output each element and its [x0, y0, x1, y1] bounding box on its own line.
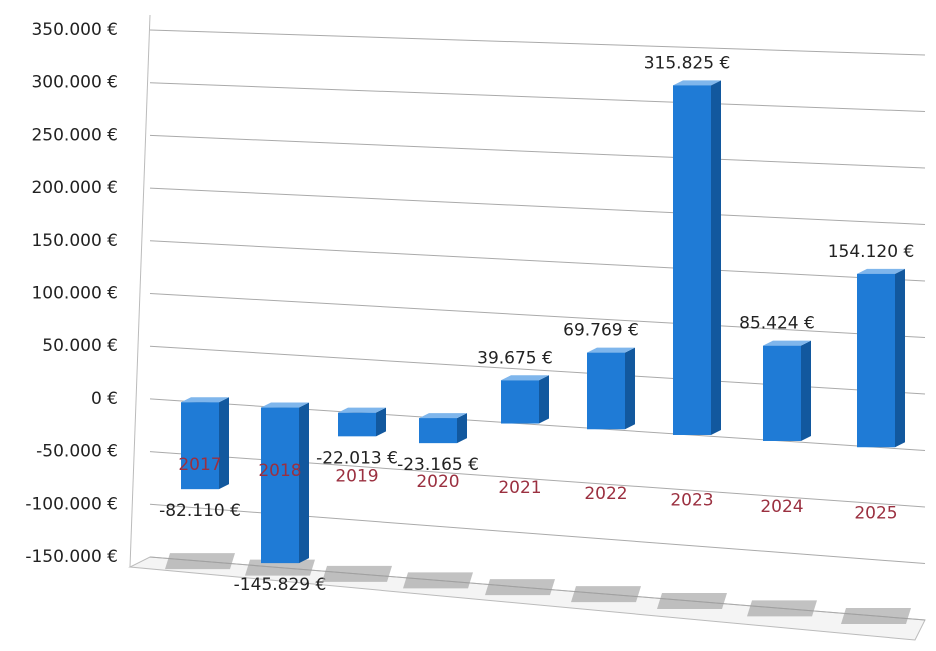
bar-top	[261, 402, 309, 408]
grid-line	[149, 29, 926, 56]
bar	[261, 407, 299, 564]
bar-side	[299, 402, 309, 564]
bar	[501, 380, 539, 424]
bar	[419, 418, 457, 444]
bar	[338, 412, 376, 437]
y-tick-label: 200.000 €	[31, 178, 118, 198]
floor-shadow	[747, 600, 817, 617]
axis-wall	[129, 14, 151, 568]
bar-side	[539, 375, 549, 424]
x-tick-label: 2022	[584, 484, 627, 504]
y-tick-label: -150.000 €	[25, 547, 118, 567]
bar	[763, 345, 801, 441]
bar	[181, 402, 219, 490]
y-tick-label: 250.000 €	[31, 125, 118, 145]
bar-top	[501, 375, 549, 381]
bar	[857, 273, 895, 448]
value-label: 315.825 €	[644, 53, 731, 73]
y-tick-label: 150.000 €	[31, 231, 118, 251]
bar-top	[587, 347, 635, 353]
y-tick-label: 0 €	[91, 389, 118, 409]
y-tick-label: -50.000 €	[36, 442, 118, 462]
x-tick-label: 2023	[670, 490, 713, 510]
y-tick-label: 50.000 €	[42, 336, 118, 356]
x-tick-label: 2024	[760, 497, 803, 517]
x-tick-label: 2025	[854, 503, 897, 523]
bar-top	[763, 340, 811, 346]
bar-side	[219, 397, 229, 490]
value-label: 39.675 €	[477, 348, 553, 368]
value-label: 85.424 €	[739, 314, 815, 334]
bar-side	[376, 407, 386, 437]
bar-side	[895, 268, 905, 448]
y-tick-label: 300.000 €	[31, 73, 118, 93]
bar-top	[673, 80, 721, 86]
bar	[587, 352, 625, 430]
floor-shadow	[841, 608, 911, 625]
floor-shadow	[245, 559, 315, 576]
floor-shadow	[657, 593, 727, 610]
grid-line	[149, 240, 926, 282]
floor-shadow	[403, 572, 473, 589]
grid-line	[149, 82, 926, 112]
y-tick-label: 350.000 €	[31, 20, 118, 40]
value-label: -82.110 €	[159, 501, 241, 521]
value-label: -145.829 €	[234, 575, 327, 595]
bar	[673, 85, 711, 435]
bar-top	[857, 268, 905, 274]
value-label: 154.120 €	[828, 242, 915, 262]
x-tick-label: 2018	[258, 461, 301, 481]
bar-top	[338, 407, 386, 413]
x-tick-label: 2020	[416, 472, 459, 492]
grid-line	[149, 134, 926, 169]
grid-line	[149, 187, 926, 225]
x-tick-label: 2017	[178, 455, 221, 475]
y-tick-label: -100.000 €	[25, 494, 118, 514]
floor-shadow	[485, 579, 555, 596]
value-label: -23.165 €	[397, 455, 479, 475]
bar-top	[181, 397, 229, 403]
floor-shadow	[322, 565, 392, 582]
floor-shadow	[571, 586, 641, 603]
x-tick-label: 2019	[335, 466, 378, 486]
y-tick-label: 100.000 €	[31, 284, 118, 304]
x-tick-label: 2021	[498, 478, 541, 498]
bar-side	[801, 340, 811, 441]
bar-top	[419, 413, 467, 419]
bar-side	[457, 413, 467, 444]
bar-side	[625, 347, 635, 430]
value-label: -22.013 €	[316, 448, 398, 468]
floor-shadow	[165, 553, 235, 570]
bar-side	[711, 80, 721, 435]
value-label: 69.769 €	[563, 321, 639, 341]
grid-line	[149, 293, 926, 338]
